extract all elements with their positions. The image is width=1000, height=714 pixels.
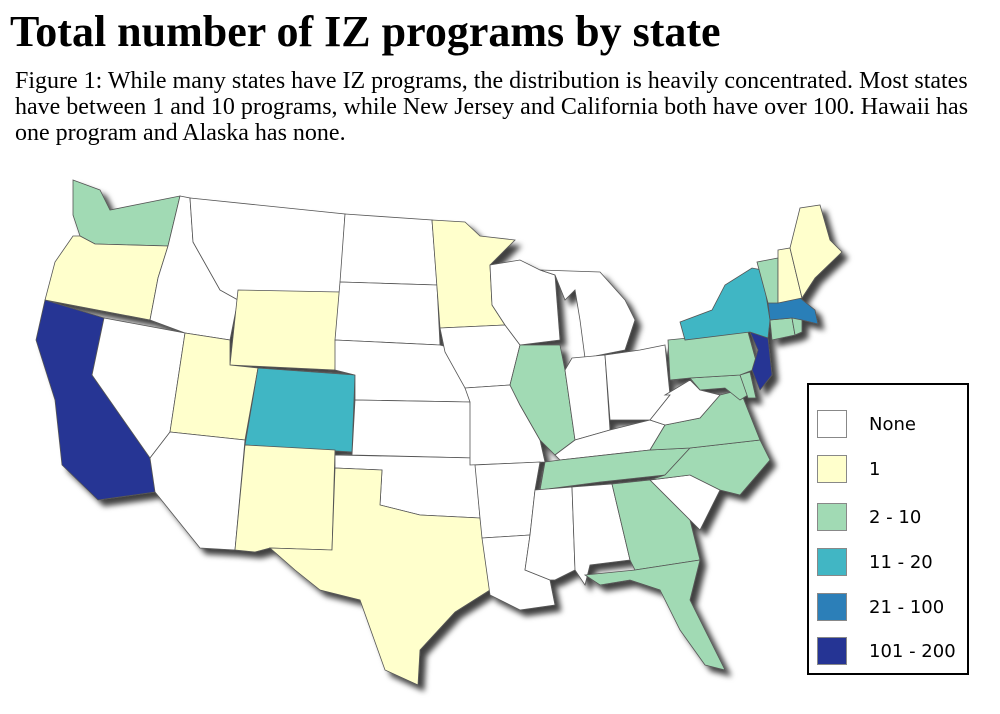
legend-label-2-10: 2 - 10	[869, 507, 922, 528]
state-arizona	[149, 431, 246, 551]
state-west-virginia	[649, 379, 721, 426]
map-legend: None 1 2 - 10 11 - 20 21 - 100 101 - 200	[807, 383, 969, 675]
state-florida	[583, 559, 726, 671]
state-wisconsin	[489, 259, 561, 346]
figure-caption: Figure 1: While many states have IZ prog…	[15, 68, 969, 146]
legend-label-none: None	[869, 414, 916, 435]
legend-swatch-21-100	[817, 593, 847, 621]
legend-label-11-20: 11 - 20	[869, 552, 933, 573]
state-texas	[268, 467, 491, 686]
state-wyoming	[229, 289, 341, 371]
map-title: Total number of IZ programs by state	[10, 7, 721, 56]
state-washington	[72, 179, 181, 247]
legend-swatch-101-200	[817, 637, 847, 665]
state-north-dakota	[339, 213, 438, 286]
legend-swatch-none	[817, 410, 847, 438]
state-pennsylvania	[667, 331, 759, 381]
legend-label-101-200: 101 - 200	[869, 641, 956, 662]
us-state-map	[35, 179, 843, 686]
state-connecticut	[769, 317, 796, 341]
state-new-york	[679, 267, 771, 341]
state-new-mexico	[234, 444, 336, 553]
state-maine	[789, 204, 843, 299]
legend-swatch-11-20	[817, 548, 847, 576]
state-kansas	[351, 399, 476, 459]
legend-swatch-1	[817, 455, 847, 483]
legend-label-21-100: 21 - 100	[869, 597, 945, 618]
state-arkansas	[474, 461, 541, 539]
state-south-dakota	[334, 281, 441, 346]
state-colorado	[244, 367, 356, 453]
state-delaware	[739, 371, 757, 399]
legend-label-1: 1	[869, 459, 881, 480]
legend-swatch-2-10	[817, 503, 847, 531]
state-massachusetts	[767, 297, 819, 325]
